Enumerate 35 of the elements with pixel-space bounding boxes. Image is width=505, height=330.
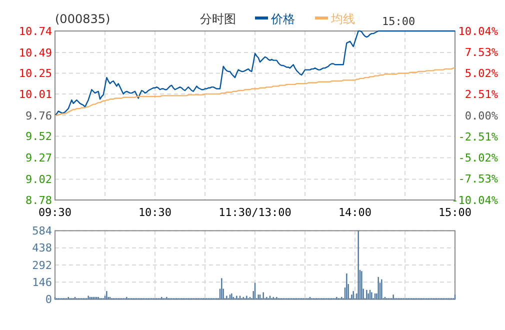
x-tick-label: 10:30 [138, 206, 172, 219]
y2-tick-label: 10.04% [458, 24, 498, 38]
legend-label: 价格 [270, 12, 295, 26]
y-tick-label: 0 [45, 293, 52, 306]
y-tick-label: 146 [32, 276, 52, 289]
x-tick-label: 15:00 [438, 206, 472, 219]
y-tick-label: 10.74 [18, 24, 52, 38]
legend-label: 均线 [330, 12, 355, 26]
line-series [54, 30, 456, 116]
y-tick-label: 438 [32, 242, 52, 255]
y2-tick-label: -7.53% [458, 172, 498, 186]
y-tick-label: 584 [32, 224, 52, 238]
y2-tick-label: -2.51% [458, 130, 498, 144]
y2-tick-label: -5.02% [458, 152, 498, 165]
y2-tick-label: -10.04% [452, 194, 498, 207]
y2-tick-label: 0.00% [464, 109, 498, 122]
x-tick-label: 09:30 [38, 206, 72, 219]
chart-title: (000835) [55, 12, 110, 26]
y-tick-label: 8.78 [26, 194, 52, 207]
chart-subtitle: 分时图 [200, 12, 236, 26]
y-tick-label: 10.25 [18, 67, 52, 80]
y2-tick-label: 2.51% [464, 88, 498, 102]
y-tick-label: 9.76 [26, 109, 52, 122]
y-tick-label: 9.52 [26, 130, 52, 144]
y-tick-label: 9.27 [26, 152, 52, 165]
y-tick-label: 292 [32, 258, 52, 272]
y-tick-label: 10.49 [18, 46, 52, 60]
x-tick-label: 11:30/13:00 [218, 206, 292, 219]
y2-tick-label: 5.02% [464, 67, 498, 80]
y-tick-label: 9.02 [26, 173, 52, 186]
x-tick-label: 14:00 [338, 206, 372, 219]
text: 15:00 [382, 15, 416, 28]
line-series [54, 67, 456, 116]
y2-tick-label: 7.53% [464, 46, 498, 59]
y-tick-label: 10.01 [18, 88, 52, 101]
